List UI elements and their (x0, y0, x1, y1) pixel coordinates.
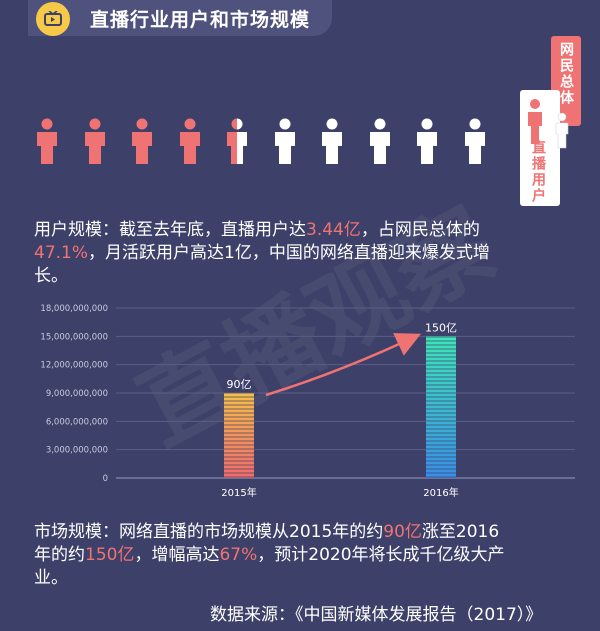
market-2016-value: 150亿 (85, 545, 135, 565)
person-icon (369, 118, 390, 164)
x-tick-label: 2015年 (221, 486, 256, 499)
y-tick-label: 3,000,000,000 (46, 446, 108, 456)
y-tick-label: 15,000,000,000 (40, 332, 108, 342)
legend-live-label: 直播用户 (530, 140, 546, 204)
y-tick-label: 12,000,000,000 (40, 361, 108, 371)
legend-white-person-icon (555, 112, 569, 149)
y-tick-label: 0 (103, 474, 108, 484)
data-source: 数据来源：《中国新媒体发展报告（2017）》 (210, 605, 543, 625)
user-scale-text: 用户规模：截至去年底，直播用户达3.44亿，占网民总体的 47.1%，月活跃用户… (34, 220, 490, 286)
legend-total-box (520, 90, 560, 206)
person-icon (84, 118, 105, 164)
person-icon (227, 118, 247, 164)
x-tick-label: 2016年 (423, 486, 458, 499)
y-tick-label: 9,000,000,000 (46, 389, 108, 399)
person-icon (274, 118, 295, 164)
y-tick-label: 18,000,000,000 (40, 304, 108, 314)
person-icon (179, 118, 200, 164)
data-label: 90亿 (227, 378, 252, 391)
page-title: 直播行业用户和市场规模 (90, 9, 311, 31)
header-bar: 直播行业用户和市场规模 (28, 0, 332, 36)
tv-icon (36, 2, 70, 36)
person-icon (417, 118, 437, 164)
market-2015-value: 90亿 (383, 522, 422, 542)
person-icon (132, 118, 152, 164)
share-of-netizens-value: 47.1% (34, 243, 89, 263)
bar-stripes (224, 393, 254, 478)
market-scale-text: 市场规模：网络直播的市场规模从2015年的约90亿涨至2016 年的约150亿，… (34, 522, 505, 588)
growth-arrow (265, 333, 422, 397)
person-icon (464, 118, 485, 164)
y-tick-label: 6,000,000,000 (46, 417, 108, 427)
bar-stripes (426, 336, 456, 478)
legend-total-label: 网民总体 (558, 42, 574, 106)
growth-rate-value: 67% (219, 545, 258, 565)
person-icon (37, 118, 57, 164)
data-label: 150亿 (425, 321, 457, 334)
live-users-value: 3.44亿 (306, 220, 361, 240)
person-icon (322, 118, 342, 164)
legend-pink-person-icon (528, 99, 542, 144)
